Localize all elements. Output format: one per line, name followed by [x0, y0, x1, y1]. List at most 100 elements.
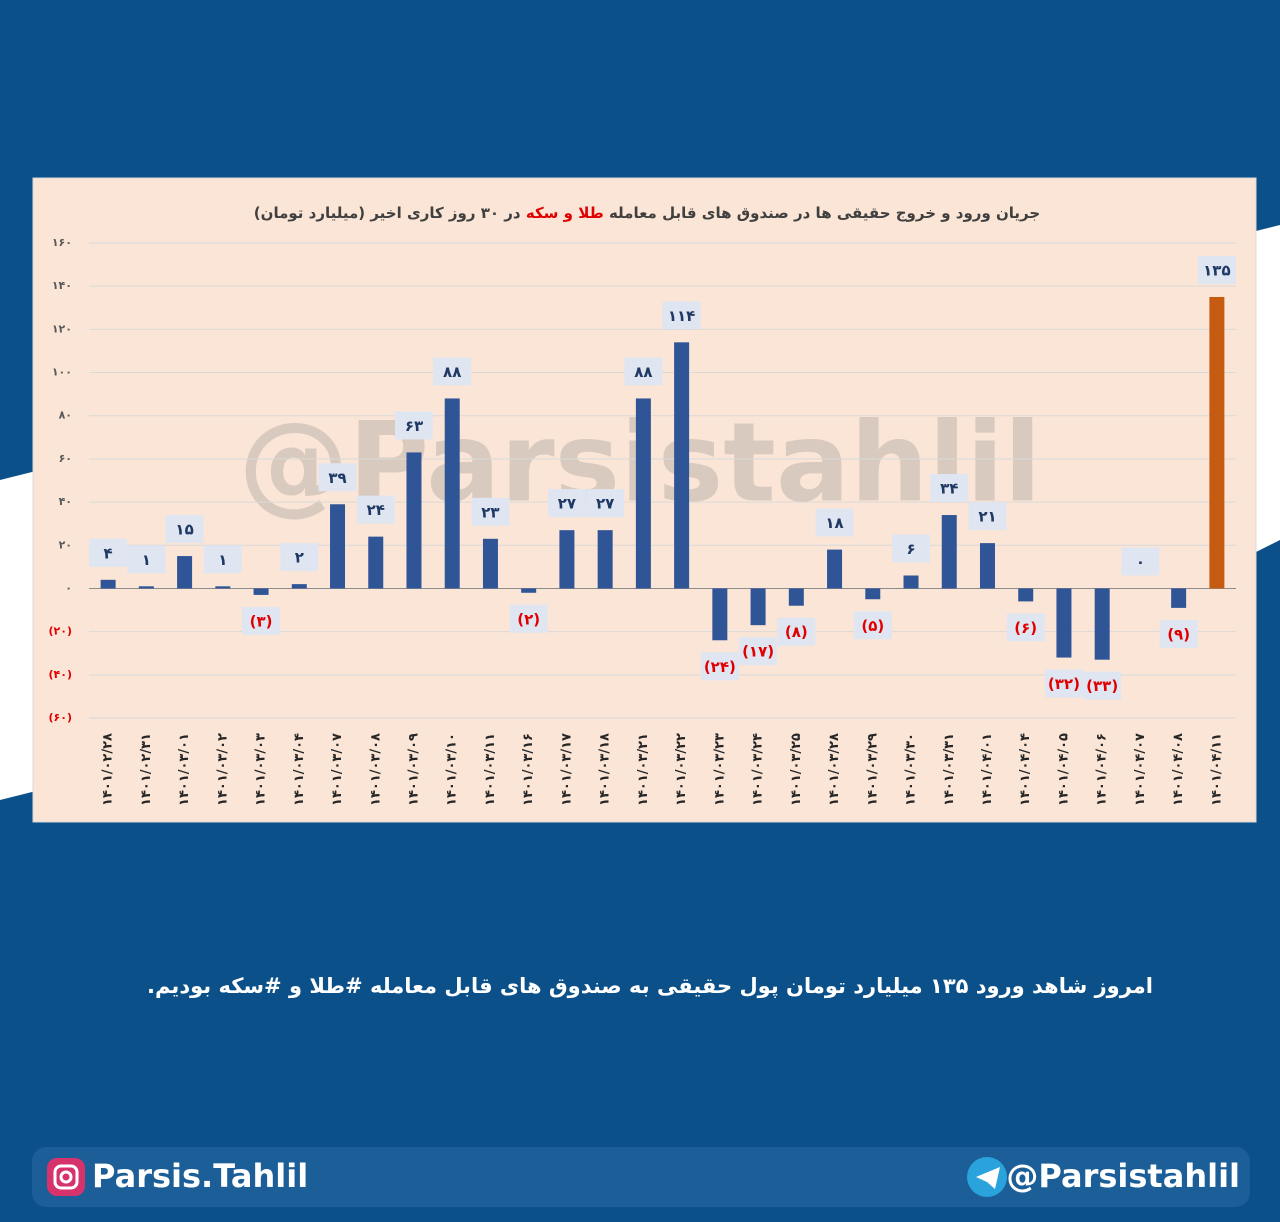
data-label: ۸۸: [634, 363, 652, 381]
bar: [1094, 588, 1110, 660]
x-tick-label: ۱۴۰۱/۰۳/۲۳: [712, 733, 727, 806]
data-label: ۱۵: [175, 521, 193, 539]
bar: [1018, 588, 1034, 602]
data-label-bg: [1044, 669, 1083, 698]
data-label-bg: [1197, 255, 1236, 284]
data-label: ۶۳: [405, 417, 423, 435]
y-tick-label: ۴۰: [59, 495, 72, 508]
x-tick-label: ۱۴۰۱/۰۳/۱۷: [559, 733, 574, 806]
instagram-icon[interactable]: [47, 1158, 85, 1196]
data-label-bg: [394, 411, 433, 440]
bar: [482, 538, 498, 589]
footer-bar: [32, 1147, 1250, 1207]
x-tick-label: ۱۴۰۱/۰۳/۲۲: [674, 733, 689, 806]
x-tick-label: ۱۴۰۱/۰۳/۲۹: [865, 733, 880, 806]
x-tick-label: ۱۴۰۱/۰۳/۲۴: [751, 733, 766, 806]
data-label-bg: [89, 538, 128, 567]
data-label: ۳۴: [940, 480, 958, 498]
bar: [291, 584, 307, 589]
x-tick-label: ۱۴۰۱/۰۳/۳۱: [942, 733, 957, 806]
x-tick-label: ۱۴۰۱/۰۴/۱۱: [1209, 733, 1224, 806]
telegram-handle[interactable]: @Parsistahlil: [1006, 1157, 1240, 1195]
bar: [597, 530, 613, 589]
bar: [674, 342, 690, 589]
data-label-bg: [1006, 613, 1045, 642]
x-tick-label: ۱۴۰۱/۰۳/۰۴: [292, 733, 307, 806]
bar: [903, 575, 919, 589]
x-tick-label: ۱۴۰۱/۰۳/۰۹: [406, 733, 421, 806]
data-label: ۲۳: [481, 503, 499, 521]
bar: [444, 398, 460, 589]
bar: [1209, 296, 1225, 589]
x-tick-label: ۱۴۰۱/۰۴/۰۷: [1133, 733, 1148, 806]
data-label-bg: [165, 515, 204, 544]
x-tick-label: ۱۴۰۱/۰۳/۳۰: [904, 733, 919, 806]
bar: [979, 543, 995, 589]
data-label: (۶): [1014, 619, 1037, 637]
data-label-bg: [853, 611, 892, 640]
x-tick-label: ۱۴۰۱/۰۲/۳۱: [139, 733, 154, 806]
x-tick-label: ۱۴۰۱/۰۴/۰۵: [1056, 733, 1071, 806]
data-label: ۲۱: [978, 508, 996, 526]
data-label: ۶: [906, 540, 915, 558]
instagram-icon-lens: [59, 1170, 73, 1184]
bar: [368, 536, 384, 589]
data-label-bg: [815, 508, 854, 537]
data-label: ۲: [295, 549, 304, 567]
bar: [330, 504, 346, 589]
instagram-handle[interactable]: Parsis.Tahlil: [92, 1157, 308, 1195]
data-label-bg: [356, 495, 395, 524]
data-label-bg: [471, 497, 510, 526]
data-label: ۱۱۴: [668, 307, 695, 325]
bar: [941, 515, 957, 589]
plot: (۶۰)(۴۰)(۲۰)۰۲۰۴۰۶۰۸۰۱۰۰۱۲۰۱۴۰۱۶۰۱۴۰۱/۰۲…: [49, 236, 1236, 806]
data-label-bg: [509, 604, 548, 633]
data-label-bg: [1159, 619, 1198, 648]
stripe: [0, 470, 40, 800]
x-tick-label: ۱۴۰۱/۰۳/۰۳: [254, 733, 269, 806]
data-label-bg: [1083, 671, 1122, 700]
data-label-bg: [968, 502, 1007, 531]
bar: [521, 588, 537, 593]
data-label: ۴: [104, 544, 113, 562]
bar: [865, 588, 881, 600]
data-label: (۱۷): [742, 643, 774, 661]
data-label: (۳): [250, 612, 273, 630]
x-tick-label: ۱۴۰۱/۰۳/۰۲: [215, 733, 230, 806]
data-label: ۲۴: [367, 501, 385, 519]
y-tick-label: (۶۰): [49, 711, 72, 724]
data-label: (۲۴): [704, 658, 736, 676]
x-tick-label: ۱۴۰۱/۰۳/۰۷: [330, 733, 345, 806]
data-label: (۳۲): [1048, 675, 1080, 693]
data-label: ۲۷: [596, 495, 614, 513]
instagram-icon-ring: [53, 1164, 79, 1190]
data-label: (۹): [1167, 625, 1190, 643]
data-label: ۱: [218, 551, 227, 569]
bar: [1056, 588, 1072, 658]
data-label: ۱۳۵: [1203, 261, 1230, 279]
bar: [177, 556, 193, 589]
x-tick-label: ۱۴۰۱/۰۳/۲۱: [636, 733, 651, 806]
data-label-bg: [1121, 547, 1160, 576]
bar: [559, 530, 575, 589]
title-highlight: طلا و سکه: [526, 204, 604, 222]
title-part: در ۳۰ روز کاری اخیر (میلیارد تومان): [254, 204, 521, 222]
x-tick-label: ۱۴۰۱/۰۳/۰۱: [177, 733, 192, 806]
data-label-bg: [547, 489, 586, 518]
bar: [827, 549, 843, 589]
data-label-bg: [930, 474, 969, 503]
x-tick-label: ۱۴۰۱/۰۳/۲۸: [827, 733, 842, 806]
bar: [253, 588, 269, 595]
chart-title: جریان ورود و خروج حقیقی ها در صندوق های …: [254, 204, 1040, 222]
bar: [788, 588, 804, 606]
y-tick-label: ۱۶۰: [52, 236, 72, 249]
data-label-bg: [700, 652, 739, 681]
data-label: ۲۷: [558, 495, 576, 513]
data-label-bg: [203, 545, 242, 574]
data-label: ۳۹: [328, 469, 346, 487]
data-label-bg: [624, 357, 663, 386]
bar: [635, 398, 651, 589]
x-tick-label: ۱۴۰۱/۰۳/۰۸: [368, 733, 383, 806]
data-label-bg: [892, 534, 931, 563]
